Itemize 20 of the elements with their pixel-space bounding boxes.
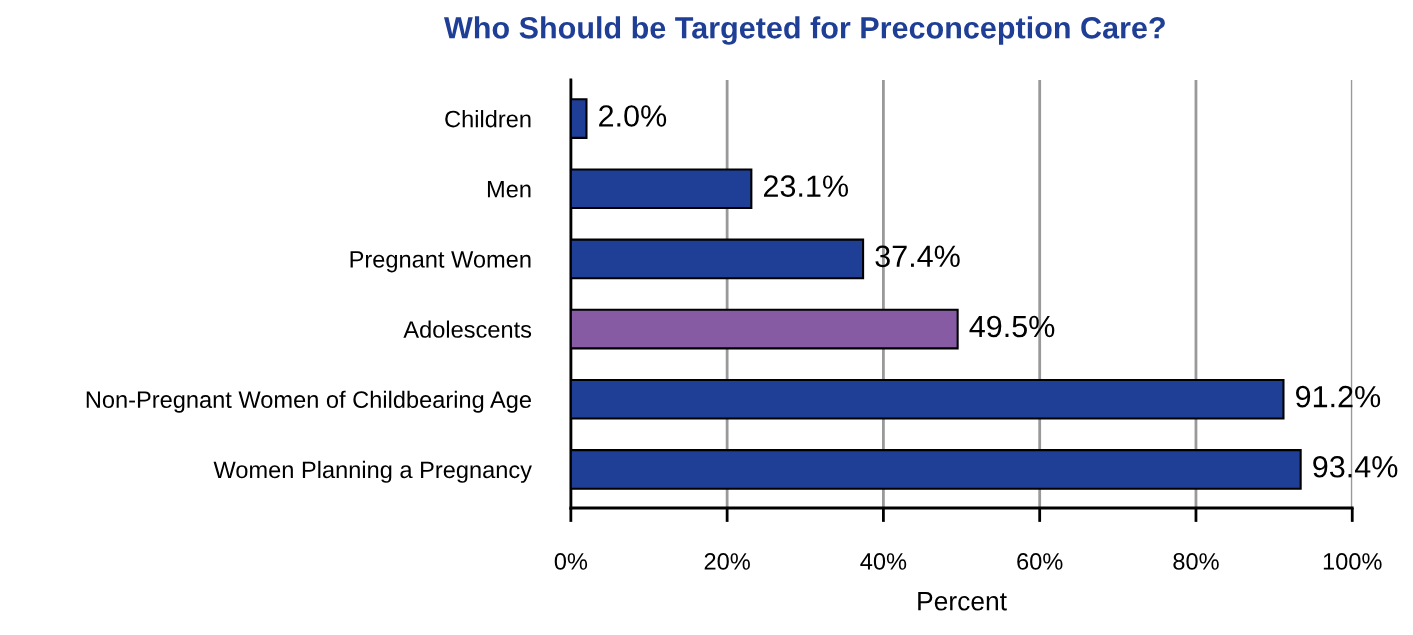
y-tick-label: Pregnant Women xyxy=(350,251,531,273)
data-label: 49.5% xyxy=(969,315,1055,338)
y-tick-label: Men xyxy=(487,181,531,198)
data-label: 93.4% xyxy=(1313,455,1398,478)
data-label: 23.1% xyxy=(764,175,849,197)
data-label: 37.4% xyxy=(875,245,960,268)
x-tick-label: 0% xyxy=(554,553,588,570)
data-label: 2.0% xyxy=(599,105,667,127)
y-tick-label: Children xyxy=(445,110,531,128)
y-tick-label: Adolescents xyxy=(403,320,532,338)
x-tick-label: 80% xyxy=(1173,553,1219,570)
x-tick-label: 60% xyxy=(1017,553,1063,570)
x-tick-label: 100% xyxy=(1323,553,1382,570)
y-tick-label: Non-Pregnant Women of Childbearing Age xyxy=(86,390,531,413)
chart-title: Who Should be Targeted for Preconception Care? xyxy=(443,16,1165,45)
x-tick-label: 20% xyxy=(704,553,750,570)
y-tick-label: Women Planning a Pregnancy xyxy=(213,460,532,483)
x-axis-title: Percent xyxy=(918,592,1007,611)
data-label: 91.2% xyxy=(1296,385,1381,408)
x-tick-label: 40% xyxy=(860,553,907,570)
